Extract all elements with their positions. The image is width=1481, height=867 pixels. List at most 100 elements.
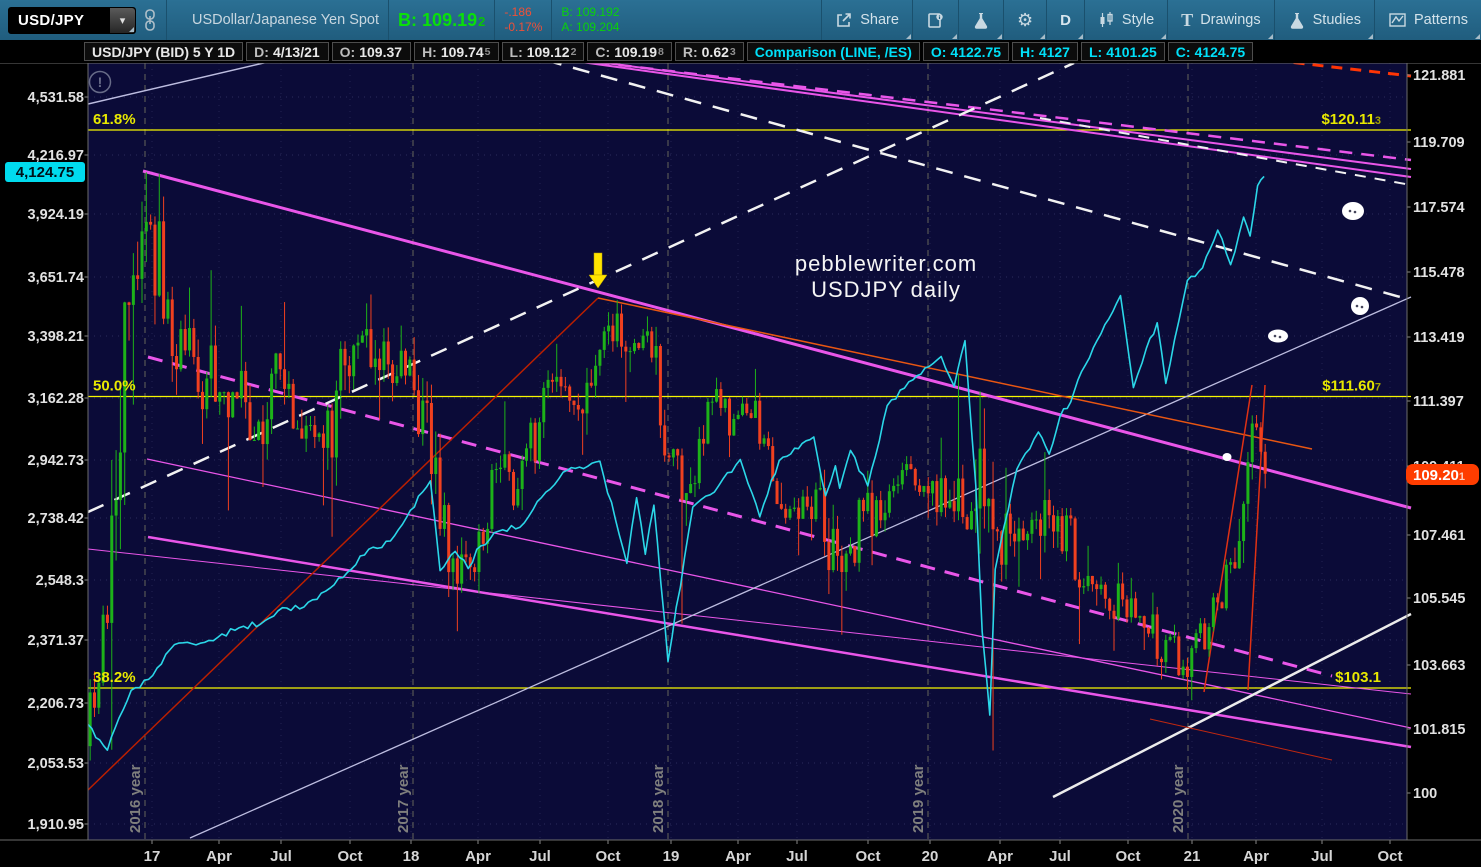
white-dot-markers[interactable] <box>1222 202 1370 461</box>
svg-text:Jul: Jul <box>1311 848 1333 865</box>
svg-text:117.574: 117.574 <box>1413 200 1465 216</box>
divider <box>551 0 553 40</box>
divider <box>166 0 167 40</box>
svg-text:3,924.19: 3,924.19 <box>28 207 84 223</box>
svg-text:50.0%: 50.0% <box>93 378 136 395</box>
timeframe-button[interactable]: D <box>1046 0 1084 40</box>
style-label: Style <box>1121 12 1155 28</box>
divider <box>494 0 496 40</box>
svg-text:Apr: Apr <box>1243 848 1269 865</box>
svg-text:Oct: Oct <box>337 848 362 865</box>
candlestick-style-icon <box>1100 12 1113 27</box>
svg-text:Jul: Jul <box>786 848 808 865</box>
studies-button[interactable]: Studies <box>1273 0 1374 40</box>
timeframe-label: D <box>1060 11 1071 29</box>
comparison-high-field: H: 4127 <box>1012 42 1078 61</box>
bid-ask-block: B: 109.192 A: 109.204 <box>561 5 619 35</box>
studies-label: Studies <box>1312 12 1361 28</box>
svg-text:2019 year: 2019 year <box>910 764 927 833</box>
svg-text:Apr: Apr <box>725 848 751 865</box>
bid-main: 109.19 <box>422 9 478 30</box>
chart-title: USD/JPY (BID) 5 Y 1D <box>84 42 244 61</box>
comparison-open-field: O: 4122.75 <box>922 42 1010 61</box>
svg-text:17: 17 <box>144 848 161 865</box>
svg-text:100: 100 <box>1413 786 1437 802</box>
link-chain-icon[interactable] <box>143 8 157 32</box>
quick-study-button[interactable] <box>957 0 1003 40</box>
svg-text:USDJPY daily: USDJPY daily <box>811 277 961 302</box>
drawings-button[interactable]: T Drawings <box>1167 0 1273 40</box>
svg-text:4,124.75: 4,124.75 <box>16 164 74 181</box>
plot-area[interactable] <box>88 63 1407 840</box>
svg-text:Apr: Apr <box>206 848 232 865</box>
usdjpy-candles <box>88 172 1267 761</box>
settings-button[interactable]: ⚙ <box>1002 0 1046 40</box>
down-arrow-marker[interactable] <box>588 252 608 289</box>
left-price-axis[interactable]: 4,531.58 4,216.97 3,924.19 3,651.74 3,398.21… <box>28 90 88 833</box>
es-last-price-badge: 4,124.75 <box>5 162 85 182</box>
svg-text:121.881: 121.881 <box>1413 68 1465 84</box>
change-block: -.186 -0.17% <box>504 5 542 35</box>
trendline-drawings[interactable] <box>88 56 1412 839</box>
dropdown-corner-icon <box>1040 34 1046 39</box>
style-button[interactable]: Style <box>1083 0 1167 40</box>
svg-text:2,738.42: 2,738.42 <box>28 511 84 527</box>
svg-text:$120.113: $120.113 <box>1321 111 1381 128</box>
chart-notes-button[interactable] <box>911 0 958 40</box>
patterns-button[interactable]: Patterns <box>1374 0 1481 40</box>
change-value: -.186 <box>504 5 532 19</box>
share-button[interactable]: Share <box>821 0 912 40</box>
plot-frame <box>0 62 1481 841</box>
bid-label: B: <box>398 9 418 30</box>
svg-text:111.397: 111.397 <box>1413 394 1464 410</box>
svg-text:Oct: Oct <box>595 848 620 865</box>
note-info-icon <box>928 12 943 28</box>
open-field: O: 109.37 <box>331 42 412 61</box>
comparison-title[interactable]: Comparison (LINE, /ES) <box>746 42 920 61</box>
divider <box>388 0 390 40</box>
svg-text:Jul: Jul <box>529 848 551 865</box>
svg-text:105.545: 105.545 <box>1413 591 1465 607</box>
comparison-close-field: C: 4124.75 <box>1167 42 1254 61</box>
toolbar-buttons: Share ⚙ D <box>821 0 1481 40</box>
es-comparison-line <box>88 175 1265 751</box>
share-label: Share <box>860 12 899 28</box>
svg-text:115.478: 115.478 <box>1413 265 1465 281</box>
high-field: H: 109.74 5 <box>414 42 499 61</box>
chart-alert-icon[interactable]: ! <box>88 70 112 94</box>
svg-text:2020 year: 2020 year <box>1170 764 1187 833</box>
low-field: L: 109.12 2 <box>501 42 585 61</box>
gear-icon: ⚙ <box>1016 10 1034 30</box>
svg-text:Apr: Apr <box>465 848 491 865</box>
date-field: D: 4/13/21 <box>246 42 329 61</box>
svg-text:103.663: 103.663 <box>1413 658 1465 674</box>
svg-text:38.2%: 38.2% <box>93 669 136 686</box>
svg-text:$103.1: $103.1 <box>1335 669 1381 686</box>
svg-text:2018 year: 2018 year <box>650 764 667 833</box>
svg-text:2,206.73: 2,206.73 <box>28 696 84 712</box>
symbol-description: USDollar/Japanese Yen Spot <box>192 12 380 28</box>
svg-text:1,910.95: 1,910.95 <box>28 817 84 833</box>
dropdown-corner-icon <box>951 34 957 39</box>
svg-text:2,053.53: 2,053.53 <box>28 756 84 772</box>
svg-text:2,548.3: 2,548.3 <box>36 573 84 589</box>
svg-text:101.815: 101.815 <box>1413 722 1465 738</box>
symbol-dropdown-button[interactable]: ▾ <box>109 7 135 33</box>
bid-price-large: B: 109.19 2 <box>398 10 485 31</box>
patterns-label: Patterns <box>1414 12 1468 28</box>
text-tool-icon: T <box>1181 9 1194 30</box>
svg-text:107.461: 107.461 <box>1413 528 1465 544</box>
svg-text:109.201: 109.201 <box>1413 467 1465 484</box>
svg-text:Oct: Oct <box>1115 848 1140 865</box>
symbol-input[interactable]: USD/JPY <box>18 11 85 29</box>
svg-text:18: 18 <box>403 848 420 865</box>
svg-text:2,942.73: 2,942.73 <box>28 453 84 469</box>
time-axis[interactable]: 17 Apr Jul Oct 18 Apr Jul Oct 19 Apr Jul Oct 20 Apr Ju… <box>144 840 1403 865</box>
fib-retracement-lines[interactable] <box>88 129 1411 689</box>
svg-text:61.8%: 61.8% <box>93 111 136 128</box>
symbol-selector[interactable]: USD/JPY ▾ <box>8 6 136 34</box>
comparison-low-field: L: 4101.25 <box>1080 42 1165 61</box>
share-icon <box>837 13 852 27</box>
